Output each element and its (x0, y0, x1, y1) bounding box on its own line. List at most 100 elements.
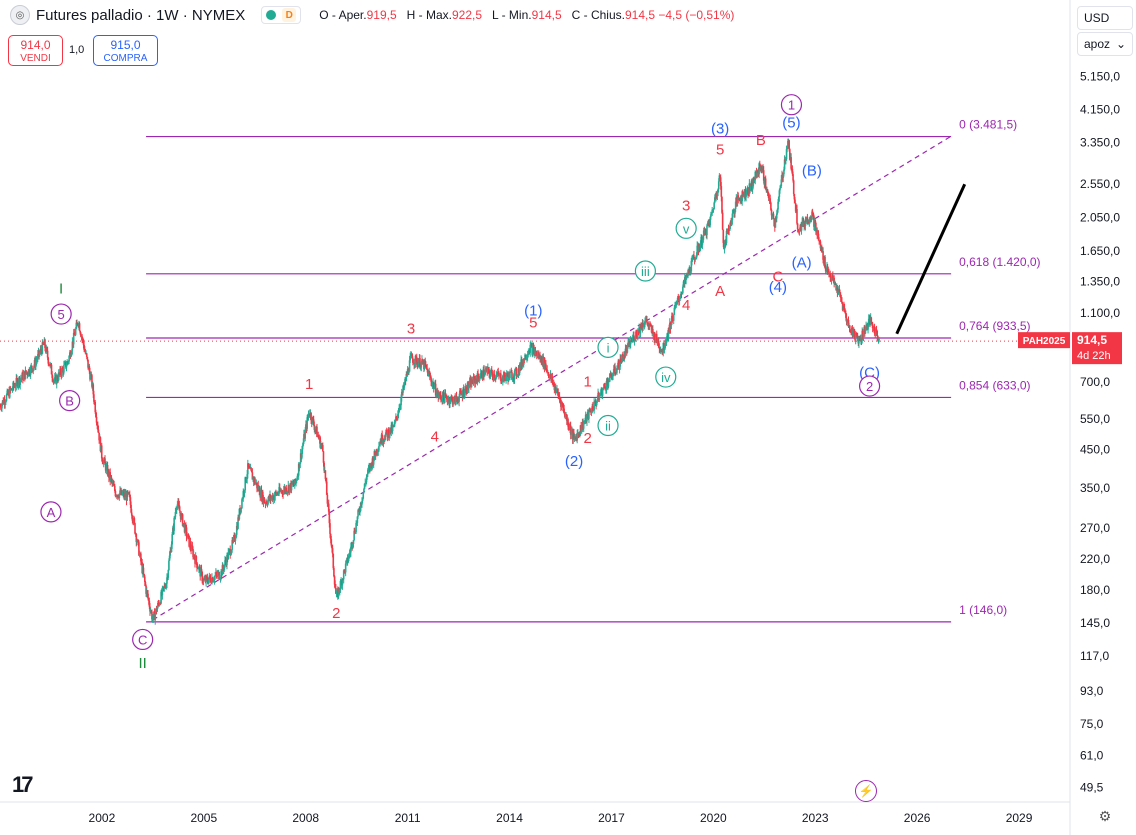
candle-body (171, 534, 173, 545)
candle-body (526, 358, 528, 360)
candle-body (687, 270, 689, 277)
symbol-logo-icon: ◎ (10, 5, 30, 25)
candle-body (695, 258, 697, 260)
candle-body (16, 378, 18, 380)
candle-body (731, 213, 734, 221)
candle-body (711, 209, 713, 214)
symbol-tag-bg (1018, 332, 1070, 349)
candle-body (263, 502, 266, 504)
candle-body (588, 409, 590, 419)
market-open-dot-icon (266, 10, 277, 20)
candle-body (536, 354, 539, 357)
candle-body (553, 383, 556, 390)
scale-mode-selector[interactable]: apoz ⌄ (1077, 32, 1133, 56)
candle-body (856, 336, 859, 338)
tradingview-logo-icon[interactable]: 17 (12, 772, 34, 797)
candle-body (642, 323, 644, 328)
price-tag-countdown: 4d 22h (1077, 350, 1111, 362)
candle-body (715, 193, 717, 200)
candle-body (690, 260, 693, 272)
candle-body (317, 434, 320, 438)
candle-body (420, 362, 423, 368)
candle-body (751, 181, 753, 190)
candle-body (65, 361, 67, 368)
price-tag-bg (1072, 332, 1122, 365)
candle-body (314, 429, 317, 431)
sell-button[interactable]: 914,0 VENDI (8, 35, 63, 66)
candle-body (846, 320, 848, 322)
candle-body (546, 369, 548, 373)
candle-body (685, 276, 687, 280)
candle-body (342, 579, 344, 581)
candle-body (455, 396, 458, 400)
candle-body (839, 292, 841, 297)
candle-body (344, 563, 347, 573)
candle-body (409, 356, 412, 361)
candle-body (798, 231, 801, 233)
candle-body (296, 475, 299, 480)
candle-body (557, 392, 560, 397)
candle-body (173, 516, 176, 518)
candle-body (196, 562, 198, 568)
candle-body (14, 386, 17, 388)
settings-gear-icon[interactable]: ⚙ (1098, 808, 1112, 824)
candle-body (778, 190, 781, 197)
candle-body (140, 553, 142, 562)
candle-body (790, 157, 792, 169)
candle-body (567, 419, 569, 427)
candle-body (425, 365, 428, 369)
lightning-icon[interactable]: ⚡ (855, 780, 877, 802)
wave-label-circle (655, 366, 677, 388)
candle-body (615, 372, 618, 374)
symbol-title[interactable]: Futures palladio · 1W · NYMEX (36, 6, 246, 24)
candle-body (462, 388, 465, 397)
candle-body (187, 534, 190, 536)
x-tick-label: 2002 (89, 811, 116, 825)
candle-body (483, 374, 486, 377)
candle-body (723, 247, 726, 250)
candle-body (143, 576, 146, 583)
candle-body (749, 187, 752, 190)
candle-body (421, 359, 424, 364)
candle-body (783, 159, 786, 170)
candle-body (491, 372, 494, 377)
candle-body (359, 502, 362, 511)
candle-body (413, 363, 416, 365)
wave-label-circle (59, 390, 81, 412)
candle-body (286, 491, 288, 494)
candle-body (297, 475, 299, 477)
candle-body (777, 196, 780, 202)
candle-body (762, 170, 765, 181)
symbol-tag-label: PAH2025 (1023, 336, 1066, 347)
candle-body (766, 189, 769, 193)
candle-body (307, 413, 310, 418)
candle-body (626, 344, 629, 353)
buy-button[interactable]: 915,0 COMPRA (93, 35, 158, 66)
candle-body (714, 197, 716, 203)
candle-body (189, 541, 192, 549)
candle-body (195, 555, 198, 563)
y-tick-label: 1.350,0 (1080, 275, 1120, 289)
candle-body (598, 394, 601, 401)
candle-body (570, 430, 573, 435)
candle-body (274, 491, 277, 497)
candle-body (443, 392, 446, 403)
candle-body (533, 347, 535, 355)
delayed-data-badge[interactable]: D (282, 8, 297, 22)
currency-selector[interactable]: USD (1077, 6, 1133, 30)
candle-body (721, 212, 724, 230)
candle-body (206, 577, 209, 582)
candle-body (794, 203, 797, 212)
candle-body (50, 363, 52, 365)
candle-body (620, 362, 623, 364)
candle-body (788, 140, 790, 150)
candle-body (362, 492, 365, 499)
candle-body (235, 525, 238, 535)
candle-body (439, 392, 442, 396)
candle-body (741, 191, 743, 202)
candle-body (466, 392, 468, 394)
candle-body (732, 211, 734, 214)
candle-body (837, 291, 839, 294)
candle-body (376, 449, 378, 453)
